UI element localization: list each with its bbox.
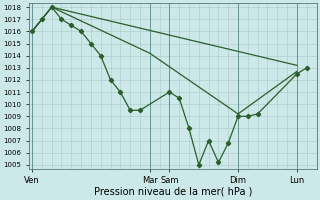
X-axis label: Pression niveau de la mer( hPa ): Pression niveau de la mer( hPa ) bbox=[94, 187, 252, 197]
